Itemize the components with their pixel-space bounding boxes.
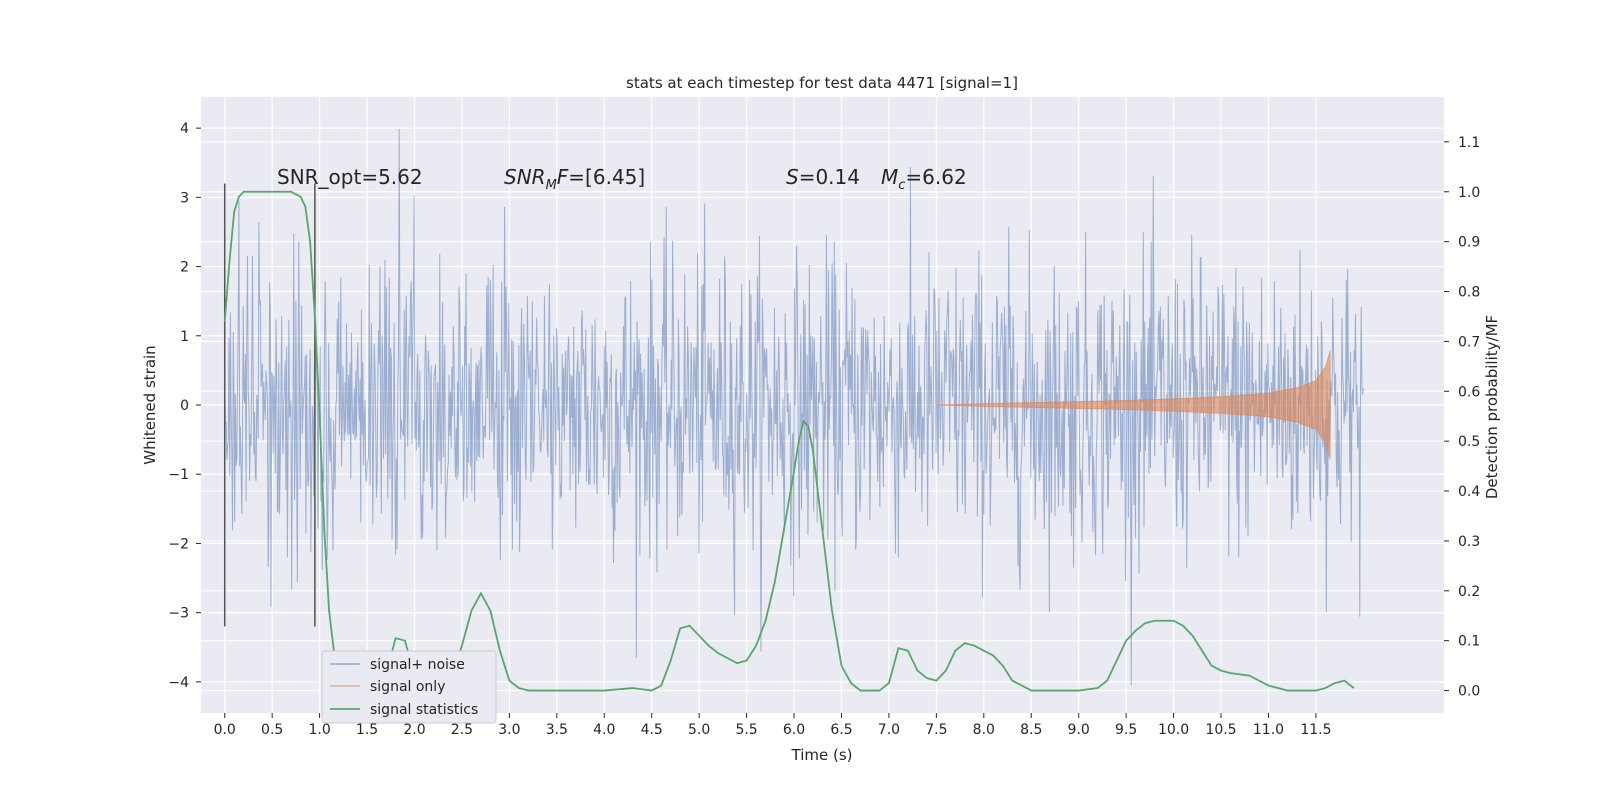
signal-noise-series [224, 128, 1364, 686]
annotation-s: S=0.14 [786, 165, 860, 189]
y-axis-label: Whitened strain [141, 345, 159, 464]
x-tick-label: 0.5 [261, 722, 283, 738]
y-tick-label: 1 [180, 329, 189, 345]
y2-tick-label: 1.1 [1458, 135, 1480, 151]
y2-tick-label: 0.3 [1458, 534, 1480, 550]
x-tick-label: 5.0 [688, 722, 710, 738]
y2-tick-label: 0.6 [1458, 384, 1480, 400]
y2-tick-label: 0.0 [1458, 684, 1480, 700]
x-tick-label: 9.0 [1068, 722, 1090, 738]
x-tick-label: 8.0 [973, 722, 995, 738]
y2-tick-label: 0.8 [1458, 285, 1480, 301]
x-tick-label: 4.0 [593, 722, 615, 738]
x-tick-label: 1.0 [308, 722, 330, 738]
snr-mf-symbol-2: F [557, 165, 569, 189]
x-tick-label: 11.0 [1253, 722, 1284, 738]
x-axis-label: Time (s) [791, 746, 853, 764]
x-tick-label: 3.5 [546, 722, 568, 738]
x-tick-label: 6.0 [783, 722, 805, 738]
legend-label-stats: signal statistics [370, 702, 478, 718]
y2-tick-label: 1.0 [1458, 185, 1480, 201]
x-tick-label: 7.0 [878, 722, 900, 738]
legend-box [321, 650, 497, 724]
x-tick-label: 6.5 [830, 722, 852, 738]
y-tick-label: 4 [180, 121, 189, 137]
y-tick-label: 0 [180, 398, 189, 414]
x-tick-label: 10.5 [1205, 722, 1236, 738]
legend: signal+ noise signal only signal statist… [321, 650, 497, 724]
y-tick-label: 3 [180, 190, 189, 206]
x-tick-label: 0.0 [214, 722, 236, 738]
signal-noise-line [224, 128, 1364, 686]
annotation-snr-mf: SNRMF=[6.45] [504, 165, 645, 193]
y2-tick-label: 0.5 [1458, 434, 1480, 450]
x-tick-label: 9.5 [1115, 722, 1137, 738]
mc-value: =6.62 [905, 165, 966, 189]
signal-only-chirp [936, 350, 1331, 460]
y2-axis-label: Detection probability/MF [1483, 315, 1501, 499]
x-tick-label: 2.5 [451, 722, 473, 738]
annotation-mc: Mc=6.62 [881, 165, 967, 193]
y2-tick-label: 0.1 [1458, 634, 1480, 650]
x-tick-label: 3.0 [498, 722, 520, 738]
snr-mf-subscript: M [546, 178, 557, 193]
chart-title: stats at each timestep for test data 447… [626, 74, 1018, 92]
snr-mf-symbol: SNR [504, 165, 546, 189]
x-tick-label: 10.0 [1158, 722, 1189, 738]
signal-only-series [936, 350, 1331, 460]
y-tick-label: −1 [168, 467, 189, 483]
annotation-snr-opt: SNR_opt=5.62 [277, 165, 423, 189]
y2-tick-label: 0.9 [1458, 235, 1480, 251]
x-tick-label: 8.5 [1020, 722, 1042, 738]
x-tick-label: 7.5 [925, 722, 947, 738]
s-value: =0.14 [799, 165, 860, 189]
snr-mf-value: =[6.45] [568, 165, 645, 189]
legend-label-noise: signal+ noise [370, 657, 465, 673]
mc-symbol: M [881, 165, 898, 189]
y-tick-label: −2 [168, 536, 189, 552]
x-tick-label: 1.5 [356, 722, 378, 738]
x-tick-label: 4.5 [641, 722, 663, 738]
vertical-markers [223, 183, 316, 627]
mc-subscript: c [898, 178, 905, 193]
y2-tick-label: 0.2 [1458, 584, 1480, 600]
y-tick-label: −4 [168, 675, 189, 691]
y-tick-label: −3 [168, 606, 189, 622]
s-symbol: S [786, 165, 799, 189]
x-tick-label: 2.0 [403, 722, 425, 738]
y2-tick-label: 0.4 [1458, 484, 1480, 500]
y2-tick-label: 0.7 [1458, 334, 1480, 350]
y-tick-label: 2 [180, 260, 189, 276]
x-tick-label: 5.5 [735, 722, 757, 738]
legend-label-signal: signal only [370, 679, 445, 695]
x-tick-label: 11.5 [1300, 722, 1331, 738]
axis-ticks: 0.0 0.5 1.0 1.5 2.0 2.5 3.0 3.5 4.0 4.5 5.0 5.5 6.0 6… [168, 121, 1480, 738]
